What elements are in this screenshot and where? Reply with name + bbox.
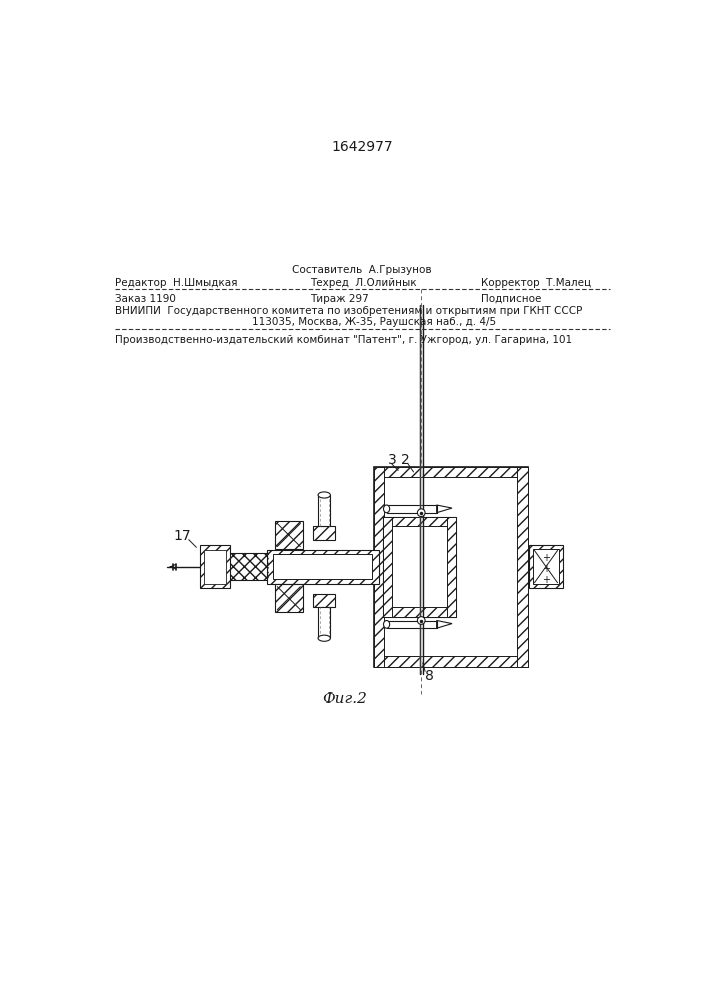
Text: 1642977: 1642977 [331, 140, 393, 154]
Bar [274, 554, 372, 579]
Text: 17: 17 [174, 529, 192, 543]
Polygon shape [437, 505, 452, 513]
Bar [318, 495, 330, 526]
Ellipse shape [383, 620, 390, 628]
Text: Заказ 1190: Заказ 1190 [115, 294, 175, 304]
Bar [225, 553, 267, 580]
Bar [373, 466, 527, 477]
Bar [373, 656, 527, 667]
Bar [204, 550, 226, 584]
Bar [517, 466, 527, 667]
Bar [529, 545, 563, 588]
Bar [275, 521, 303, 549]
Ellipse shape [318, 635, 330, 641]
Text: Фиг.2: Фиг.2 [322, 692, 367, 706]
Bar [373, 466, 527, 667]
Bar [533, 549, 559, 584]
Bar [447, 517, 456, 617]
Bar [318, 607, 330, 638]
Bar [313, 594, 335, 607]
Bar [382, 517, 456, 617]
Text: ВНИИПИ  Государственного комитета по изобретениям и открытиям при ГКНТ СССР: ВНИИПИ Государственного комитета по изоб… [115, 306, 582, 316]
Text: Подписное: Подписное [481, 294, 542, 304]
Ellipse shape [318, 492, 330, 498]
Bar [387, 505, 437, 513]
Circle shape [417, 509, 425, 517]
Bar [382, 517, 392, 617]
Ellipse shape [383, 505, 390, 513]
Text: +: + [542, 553, 550, 563]
Text: 2: 2 [402, 453, 410, 467]
Bar [313, 526, 335, 540]
Text: 8: 8 [424, 669, 433, 683]
Text: Производственно-издательский комбинат "Патент", г. Ужгород, ул. Гагарина, 101: Производственно-издательский комбинат "П… [115, 335, 572, 345]
Text: Техред  Л.Олийнык: Техред Л.Олийнык [310, 278, 416, 288]
Bar [373, 466, 385, 667]
Bar [382, 607, 456, 617]
Text: Редактор  Н.Шмыдкая: Редактор Н.Шмыдкая [115, 278, 238, 288]
Text: 3: 3 [387, 453, 397, 467]
Bar [387, 620, 437, 628]
Text: Корректор  Т.Малец: Корректор Т.Малец [481, 278, 592, 288]
Text: Составитель  А.Грызунов: Составитель А.Грызунов [292, 265, 432, 275]
Polygon shape [437, 620, 452, 628]
Bar [267, 550, 379, 584]
Circle shape [417, 617, 425, 624]
Text: 113035, Москва, Ж-35, Раушская наб., д. 4/5: 113035, Москва, Ж-35, Раушская наб., д. … [252, 317, 496, 327]
Text: +: + [542, 575, 550, 585]
Bar [382, 517, 456, 526]
Bar [275, 584, 303, 612]
Text: Тираж 297: Тираж 297 [310, 294, 368, 304]
Text: +: + [542, 564, 550, 574]
Bar [200, 545, 230, 588]
